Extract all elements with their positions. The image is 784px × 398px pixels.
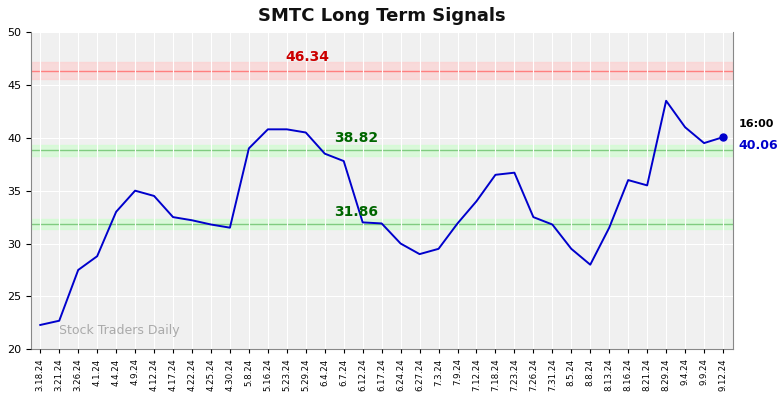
Text: 31.86: 31.86 [334,205,378,219]
Bar [31,145,732,156]
Text: 16:00: 16:00 [739,119,774,129]
Text: 38.82: 38.82 [334,131,378,145]
Text: Stock Traders Daily: Stock Traders Daily [60,324,180,337]
Bar [31,62,732,79]
Text: 46.34: 46.34 [285,51,329,64]
Text: 40.06: 40.06 [739,139,778,152]
Title: SMTC Long Term Signals: SMTC Long Term Signals [258,7,506,25]
Bar [31,219,732,229]
